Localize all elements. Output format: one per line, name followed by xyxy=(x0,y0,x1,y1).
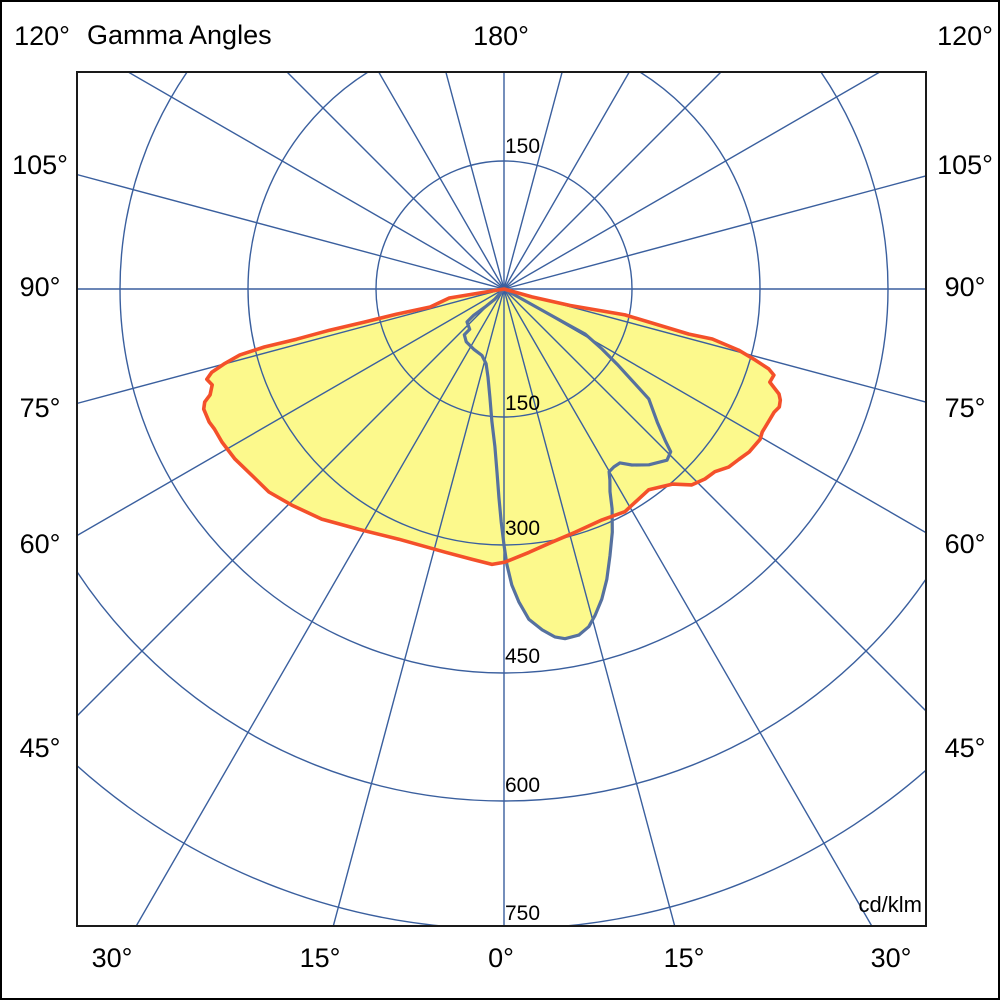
gamma-label-bottom-0: 0° xyxy=(488,943,514,973)
photometric-curves xyxy=(201,287,783,641)
ring-label-600: 600 xyxy=(505,774,541,797)
unit-label: cd/klm xyxy=(858,892,922,917)
photometric-curve-blue xyxy=(462,287,673,641)
chart-title: Gamma Angles xyxy=(87,20,272,50)
ring-label-150-top: 150 xyxy=(505,135,541,158)
curve-fill-blue xyxy=(464,289,671,639)
gamma-label-bottom-right-30: 30° xyxy=(870,943,912,973)
gamma-label-top-180: 180° xyxy=(473,21,529,51)
gamma-label-bottom-left-15: 15° xyxy=(299,943,341,973)
photometric-curve-orange xyxy=(201,287,783,567)
gamma-label-left-60: 60° xyxy=(19,529,61,559)
gamma-label-bottom-right-15: 15° xyxy=(663,943,705,973)
ring-label-450: 450 xyxy=(505,645,541,668)
ring-label-750: 750 xyxy=(505,902,541,925)
gamma-label-left-90: 90° xyxy=(19,272,61,302)
ring-label-150: 150 xyxy=(505,392,541,415)
gamma-label-left-75: 75° xyxy=(19,393,61,423)
gamma-label-top-left-120: 120° xyxy=(14,21,70,51)
gamma-label-right-75: 75° xyxy=(944,393,986,423)
gamma-label-top-right-120: 120° xyxy=(937,21,993,51)
gamma-label-right-60: 60° xyxy=(944,529,986,559)
gamma-label-left-105: 105° xyxy=(12,150,68,180)
gamma-label-left-45: 45° xyxy=(19,733,61,763)
gamma-label-right-105: 105° xyxy=(937,150,993,180)
gamma-label-right-90: 90° xyxy=(944,272,986,302)
gamma-label-bottom-left-30: 30° xyxy=(91,943,133,973)
ring-label-300: 300 xyxy=(505,517,541,540)
gamma-label-right-45: 45° xyxy=(944,733,986,763)
plot-frame xyxy=(76,71,927,927)
